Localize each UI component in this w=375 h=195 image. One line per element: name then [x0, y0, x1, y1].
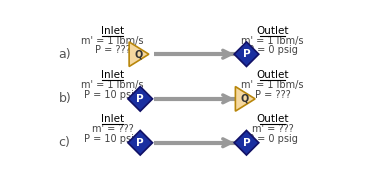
Text: Inlet: Inlet [101, 70, 124, 80]
Text: m' = 1 lbm/s: m' = 1 lbm/s [81, 36, 144, 46]
Polygon shape [236, 87, 255, 111]
Text: P = ???: P = ??? [255, 90, 291, 100]
Text: Outlet: Outlet [256, 114, 289, 124]
Text: P: P [136, 138, 144, 148]
Text: Inlet: Inlet [101, 26, 124, 36]
Text: m' = ???: m' = ??? [92, 124, 134, 134]
Text: P: P [243, 138, 250, 148]
Polygon shape [128, 87, 153, 111]
Polygon shape [129, 42, 149, 66]
Text: Outlet: Outlet [256, 70, 289, 80]
Text: P = ???: P = ??? [94, 45, 130, 55]
Text: P = 0 psig: P = 0 psig [248, 134, 298, 144]
Text: m' = 1 lbm/s: m' = 1 lbm/s [81, 80, 144, 90]
Text: a): a) [58, 48, 71, 61]
Polygon shape [234, 42, 259, 66]
Text: Outlet: Outlet [256, 26, 289, 36]
Text: P = 0 psig: P = 0 psig [248, 45, 298, 55]
Text: P = 10 psig: P = 10 psig [84, 134, 141, 144]
Text: P: P [136, 94, 144, 104]
Text: m' = ???: m' = ??? [252, 124, 294, 134]
Text: P = 10 psig: P = 10 psig [84, 90, 141, 100]
Text: P: P [243, 49, 250, 59]
Text: Q: Q [240, 94, 249, 104]
Text: c): c) [58, 136, 70, 149]
Polygon shape [128, 130, 153, 155]
Text: Inlet: Inlet [101, 114, 124, 124]
Polygon shape [234, 130, 259, 155]
Text: Q: Q [134, 49, 142, 59]
Text: b): b) [58, 92, 71, 105]
Text: m' = 1 lbm/s: m' = 1 lbm/s [242, 80, 304, 90]
Text: m' = 1 lbm/s: m' = 1 lbm/s [242, 36, 304, 46]
